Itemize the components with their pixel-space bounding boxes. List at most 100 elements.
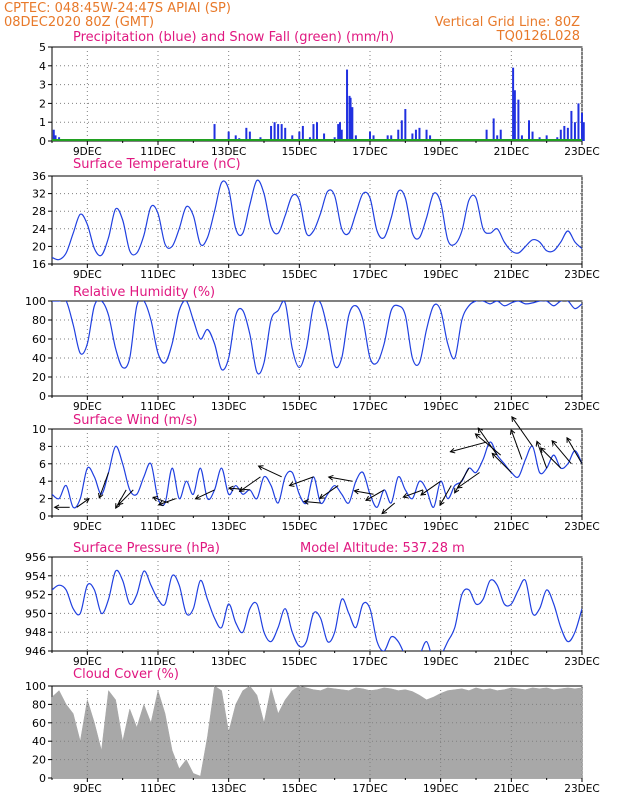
x-tick-label: 13DEC [211,401,246,413]
wind-arrow-head [509,428,516,435]
wind-arrow-head [402,492,409,499]
x-tick-label: 21DEC [494,269,529,281]
wind-arrow-head [194,494,201,500]
precip-bar [512,67,515,141]
x-tick-label: 11DEC [140,401,175,413]
wind-arrow [540,447,562,469]
x-tick-label: 19DEC [423,783,458,795]
y-tick-label: 8 [39,440,46,453]
wind-arrow [477,427,498,456]
x-tick-label: 21DEC [494,521,529,533]
y-tick-label: 956 [25,551,46,564]
series-line [52,569,582,651]
y-tick-label: 100 [25,680,46,693]
wind-arrow [566,437,583,465]
precip-bar [291,135,294,141]
precip-bar [545,135,548,141]
x-tick-label: 15DEC [282,146,317,158]
wind-arrow-head [381,508,388,515]
y-tick-label: 80 [32,314,46,327]
panel-0: 0 1 2 3 4 5 9DEC 11DEC 13DEC 15DEC 17DEC 19DEC 21DEC… [39,30,600,158]
x-tick-label: 23DEC [564,656,599,668]
y-tick-label: 32 [32,188,46,201]
wind-arrow-head [152,496,159,502]
x-tick-label: 23DEC [564,401,599,413]
wind-arrow [328,476,353,482]
wind-arrow [365,489,385,501]
y-tick-label: 0 [39,510,46,523]
wind-arrow [289,476,314,487]
wind-arrow-head [53,504,60,511]
x-tick-label: 9DEC [73,269,102,281]
y-tick-label: 4 [39,475,46,488]
precip-bar [316,122,318,141]
x-tick-label: 15DEC [282,656,317,668]
y-tick-label: 80 [32,698,46,711]
precip-bar [298,131,301,141]
wind-arrow-head [227,485,234,492]
panel-1: 16 20 24 28 32 36 9DEC 11DEC 13DEC 15DEC 17DEC 19DE… [32,157,600,281]
precip-bar [520,135,523,141]
wind-arrow-head [474,433,481,439]
wind-arrow [475,433,502,456]
precip-bar [492,118,495,141]
wind-arrow-head [535,440,542,447]
wind-arrow [228,487,250,491]
wind-arrow-head [83,498,90,504]
wind-arrow [510,429,523,460]
precip-bar [351,107,354,141]
x-tick-label: 13DEC [211,783,246,795]
cloud-cover-area [51,685,583,779]
wind-arrow-head [449,447,456,454]
y-tick-label: 20 [32,371,46,384]
y-tick-label: 950 [25,607,46,620]
precip-bar [277,124,280,141]
x-tick-label: 19DEC [423,656,458,668]
x-tick-label: 13DEC [211,269,246,281]
wind-arrow-head [288,481,295,487]
header: CPTEC: 048:45W-24:47S APIAI (SP) 08DEC20… [4,1,580,44]
precip-bar [573,122,576,141]
x-tick-label: 11DEC [140,146,175,158]
x-tick-label: 17DEC [352,269,387,281]
wind-arrow-head [98,492,104,499]
wind-arrow-head [539,447,546,453]
x-tick-label: 15DEC [282,783,317,795]
precip-bar [528,120,530,141]
panel-title: Surface Pressure (hPa) [73,541,220,556]
y-tick-label: 1 [39,116,46,129]
wind-arrow-head [318,493,325,500]
wind-arrow [403,489,424,498]
x-tick-label: 17DEC [352,401,387,413]
precip-bar [273,122,276,141]
panel-2: 0 20 40 60 80 100 9DEC 11DEC 13DEC 15DEC 17DEC 19DE… [25,285,600,413]
x-tick-label: 9DEC [73,401,102,413]
y-tick-label: 2 [39,97,46,110]
precip-bar [566,127,569,141]
precip-bar [485,129,488,141]
wind-arrow [454,467,470,494]
wind-arrow-head [439,500,445,506]
wind-arrow-head [477,427,483,434]
x-tick-label: 19DEC [423,269,458,281]
precip-bar [390,135,393,141]
x-tick-label: 9DEC [73,656,102,668]
header-date: 08DEC2020 80Z (GMT) [4,15,154,30]
precip-bar [323,133,326,141]
x-tick-label: 13DEC [211,521,246,533]
wind-arrow [158,498,176,506]
y-tick-label: 40 [32,735,46,748]
x-tick-label: 19DEC [423,521,458,533]
x-tick-label: 15DEC [282,269,317,281]
wind-arrow [195,489,215,500]
wind-arrow [450,441,487,453]
precip-bar [404,109,407,141]
precip-bar [400,120,403,141]
y-tick-label: 36 [32,170,46,183]
wind-arrow [381,502,396,514]
precip-bar [349,97,352,141]
wind-arrow-head [551,440,557,446]
wind-arrow [319,485,339,499]
x-tick-label: 15DEC [282,401,317,413]
precip-bar [581,112,583,141]
